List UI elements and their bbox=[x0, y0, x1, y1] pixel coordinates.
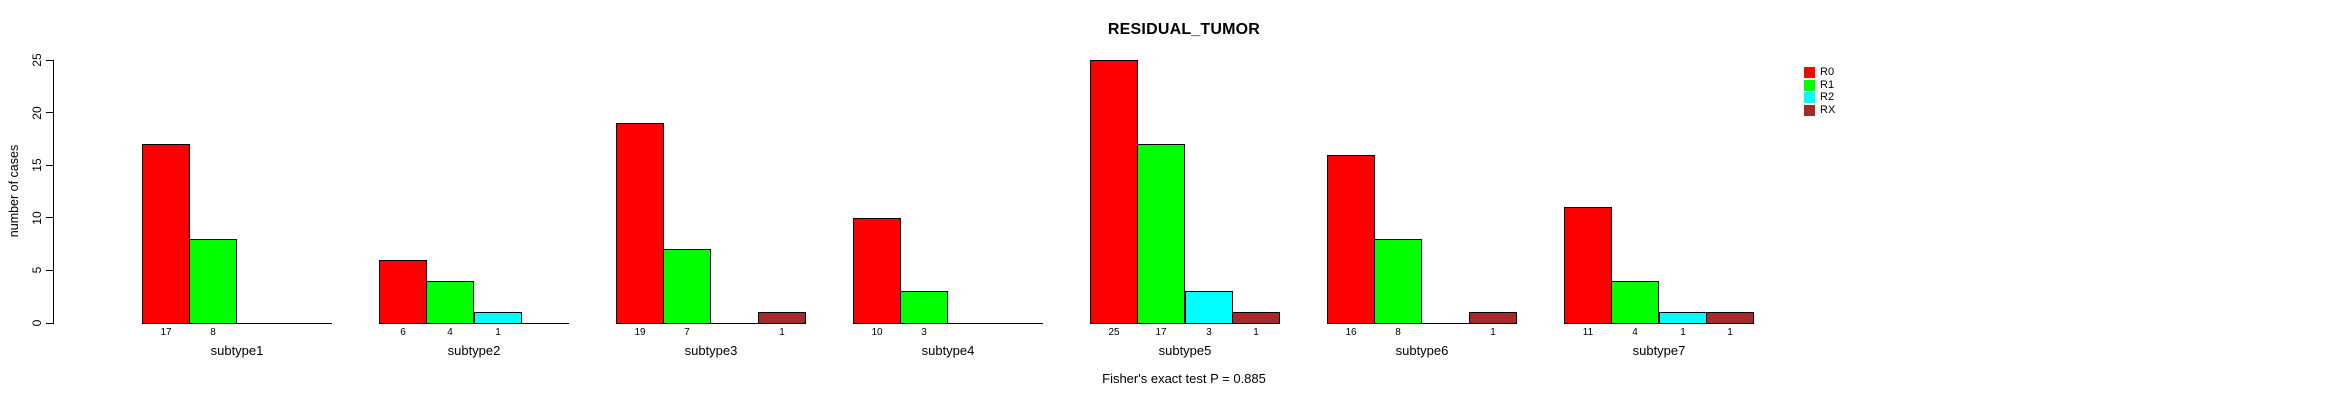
bar-r0-subtype2 bbox=[379, 260, 427, 324]
bar-value-label: 4 bbox=[447, 327, 453, 338]
bar-r0-subtype6 bbox=[1327, 155, 1375, 324]
bar-r1-subtype7 bbox=[1611, 281, 1659, 324]
y-axis-tick-label: 25 bbox=[30, 53, 44, 67]
fisher-test-annotation: Fisher's exact test P = 0.885 bbox=[1102, 371, 1266, 386]
bar-value-label: 11 bbox=[1582, 327, 1594, 338]
y-axis-tick-label: 20 bbox=[30, 105, 44, 120]
legend-swatch-r0 bbox=[1804, 67, 1815, 78]
bar-value-label: 17 bbox=[1155, 327, 1167, 338]
y-axis-tick-label: 15 bbox=[30, 158, 44, 172]
y-axis-label: number of cases bbox=[7, 144, 21, 238]
group-axis-line bbox=[142, 323, 332, 324]
legend: R0 R1 R2 RX bbox=[1804, 67, 1835, 117]
bar-value-label: 25 bbox=[1108, 327, 1120, 338]
bar-value-label: 1 bbox=[495, 327, 501, 338]
legend-item-rx: RX bbox=[1804, 103, 1836, 116]
category-label-subtype6: subtype6 bbox=[1395, 343, 1449, 358]
category-label-subtype1: subtype1 bbox=[210, 343, 264, 358]
category-label-subtype3: subtype3 bbox=[684, 343, 738, 358]
bar-value-label: 1 bbox=[1253, 327, 1259, 338]
bar-value-label: 1 bbox=[1727, 327, 1733, 338]
bar-rx-subtype3 bbox=[758, 312, 806, 324]
bar-value-label: 4 bbox=[1632, 327, 1638, 338]
y-axis-tick bbox=[46, 269, 54, 271]
bar-rx-subtype7 bbox=[1706, 312, 1754, 324]
bar-value-label: 1 bbox=[779, 327, 785, 338]
bar-value-label: 8 bbox=[1395, 327, 1401, 338]
y-axis-tick-label: 5 bbox=[30, 267, 44, 274]
y-axis-tick bbox=[46, 59, 54, 61]
bar-r2-subtype7 bbox=[1659, 312, 1707, 324]
category-label-subtype4: subtype4 bbox=[921, 343, 975, 358]
bar-value-label: 10 bbox=[871, 327, 883, 338]
bar-r2-subtype5 bbox=[1185, 291, 1233, 324]
y-axis-tick-label: 10 bbox=[30, 211, 44, 225]
bar-r1-subtype3 bbox=[663, 249, 711, 324]
y-axis-tick bbox=[46, 112, 54, 114]
bar-value-label: 16 bbox=[1345, 327, 1357, 338]
bar-r2-subtype2 bbox=[474, 312, 522, 324]
legend-item-r1: R1 bbox=[1804, 78, 1835, 91]
y-axis-tick bbox=[46, 217, 54, 219]
y-axis-line bbox=[53, 60, 54, 324]
bar-value-label: 1 bbox=[1680, 327, 1686, 338]
legend-item-r0: R0 bbox=[1804, 67, 1835, 78]
bar-value-label: 3 bbox=[1206, 327, 1212, 338]
category-label-subtype7: subtype7 bbox=[1632, 343, 1686, 358]
legend-item-r2: R2 bbox=[1804, 92, 1835, 103]
bar-r0-subtype3 bbox=[616, 123, 664, 324]
group-axis-line bbox=[853, 323, 1043, 324]
group-axis-line bbox=[616, 323, 806, 324]
bar-r1-subtype4 bbox=[900, 291, 948, 324]
category-label-subtype5: subtype5 bbox=[1158, 343, 1212, 358]
legend-label: R2 bbox=[1820, 91, 1835, 103]
y-axis-tick-label: 0 bbox=[30, 319, 44, 327]
y-axis-tick bbox=[46, 164, 54, 166]
bar-value-label: 1 bbox=[1490, 327, 1496, 338]
bar-r1-subtype6 bbox=[1374, 239, 1422, 324]
category-label-subtype2: subtype2 bbox=[447, 343, 501, 358]
legend-label: R1 bbox=[1820, 78, 1835, 91]
bar-value-label: 17 bbox=[160, 327, 172, 338]
bar-value-label: 19 bbox=[634, 327, 646, 338]
bar-r0-subtype7 bbox=[1564, 207, 1612, 324]
bar-r1-subtype5 bbox=[1137, 144, 1185, 324]
legend-label: R0 bbox=[1820, 66, 1835, 78]
legend-swatch-r2 bbox=[1804, 92, 1815, 103]
bar-rx-subtype5 bbox=[1232, 312, 1280, 324]
bar-r0-subtype5 bbox=[1090, 60, 1138, 324]
bar-r0-subtype4 bbox=[853, 218, 901, 324]
bar-value-label: 7 bbox=[684, 327, 690, 338]
group-axis-line bbox=[1327, 323, 1517, 324]
legend-label: RX bbox=[1820, 103, 1836, 116]
bar-r1-subtype2 bbox=[426, 281, 474, 324]
bar-value-label: 3 bbox=[921, 327, 927, 338]
legend-swatch-rx bbox=[1804, 104, 1815, 116]
legend-swatch-r1 bbox=[1804, 79, 1815, 91]
bar-r1-subtype1 bbox=[189, 239, 237, 324]
bar-r0-subtype1 bbox=[142, 144, 190, 324]
chart-title: RESIDUAL_TUMOR bbox=[1107, 21, 1261, 38]
bar-value-label: 8 bbox=[210, 327, 216, 338]
y-axis-tick bbox=[46, 322, 54, 324]
bar-rx-subtype6 bbox=[1469, 312, 1517, 324]
bar-value-label: 6 bbox=[400, 327, 406, 338]
